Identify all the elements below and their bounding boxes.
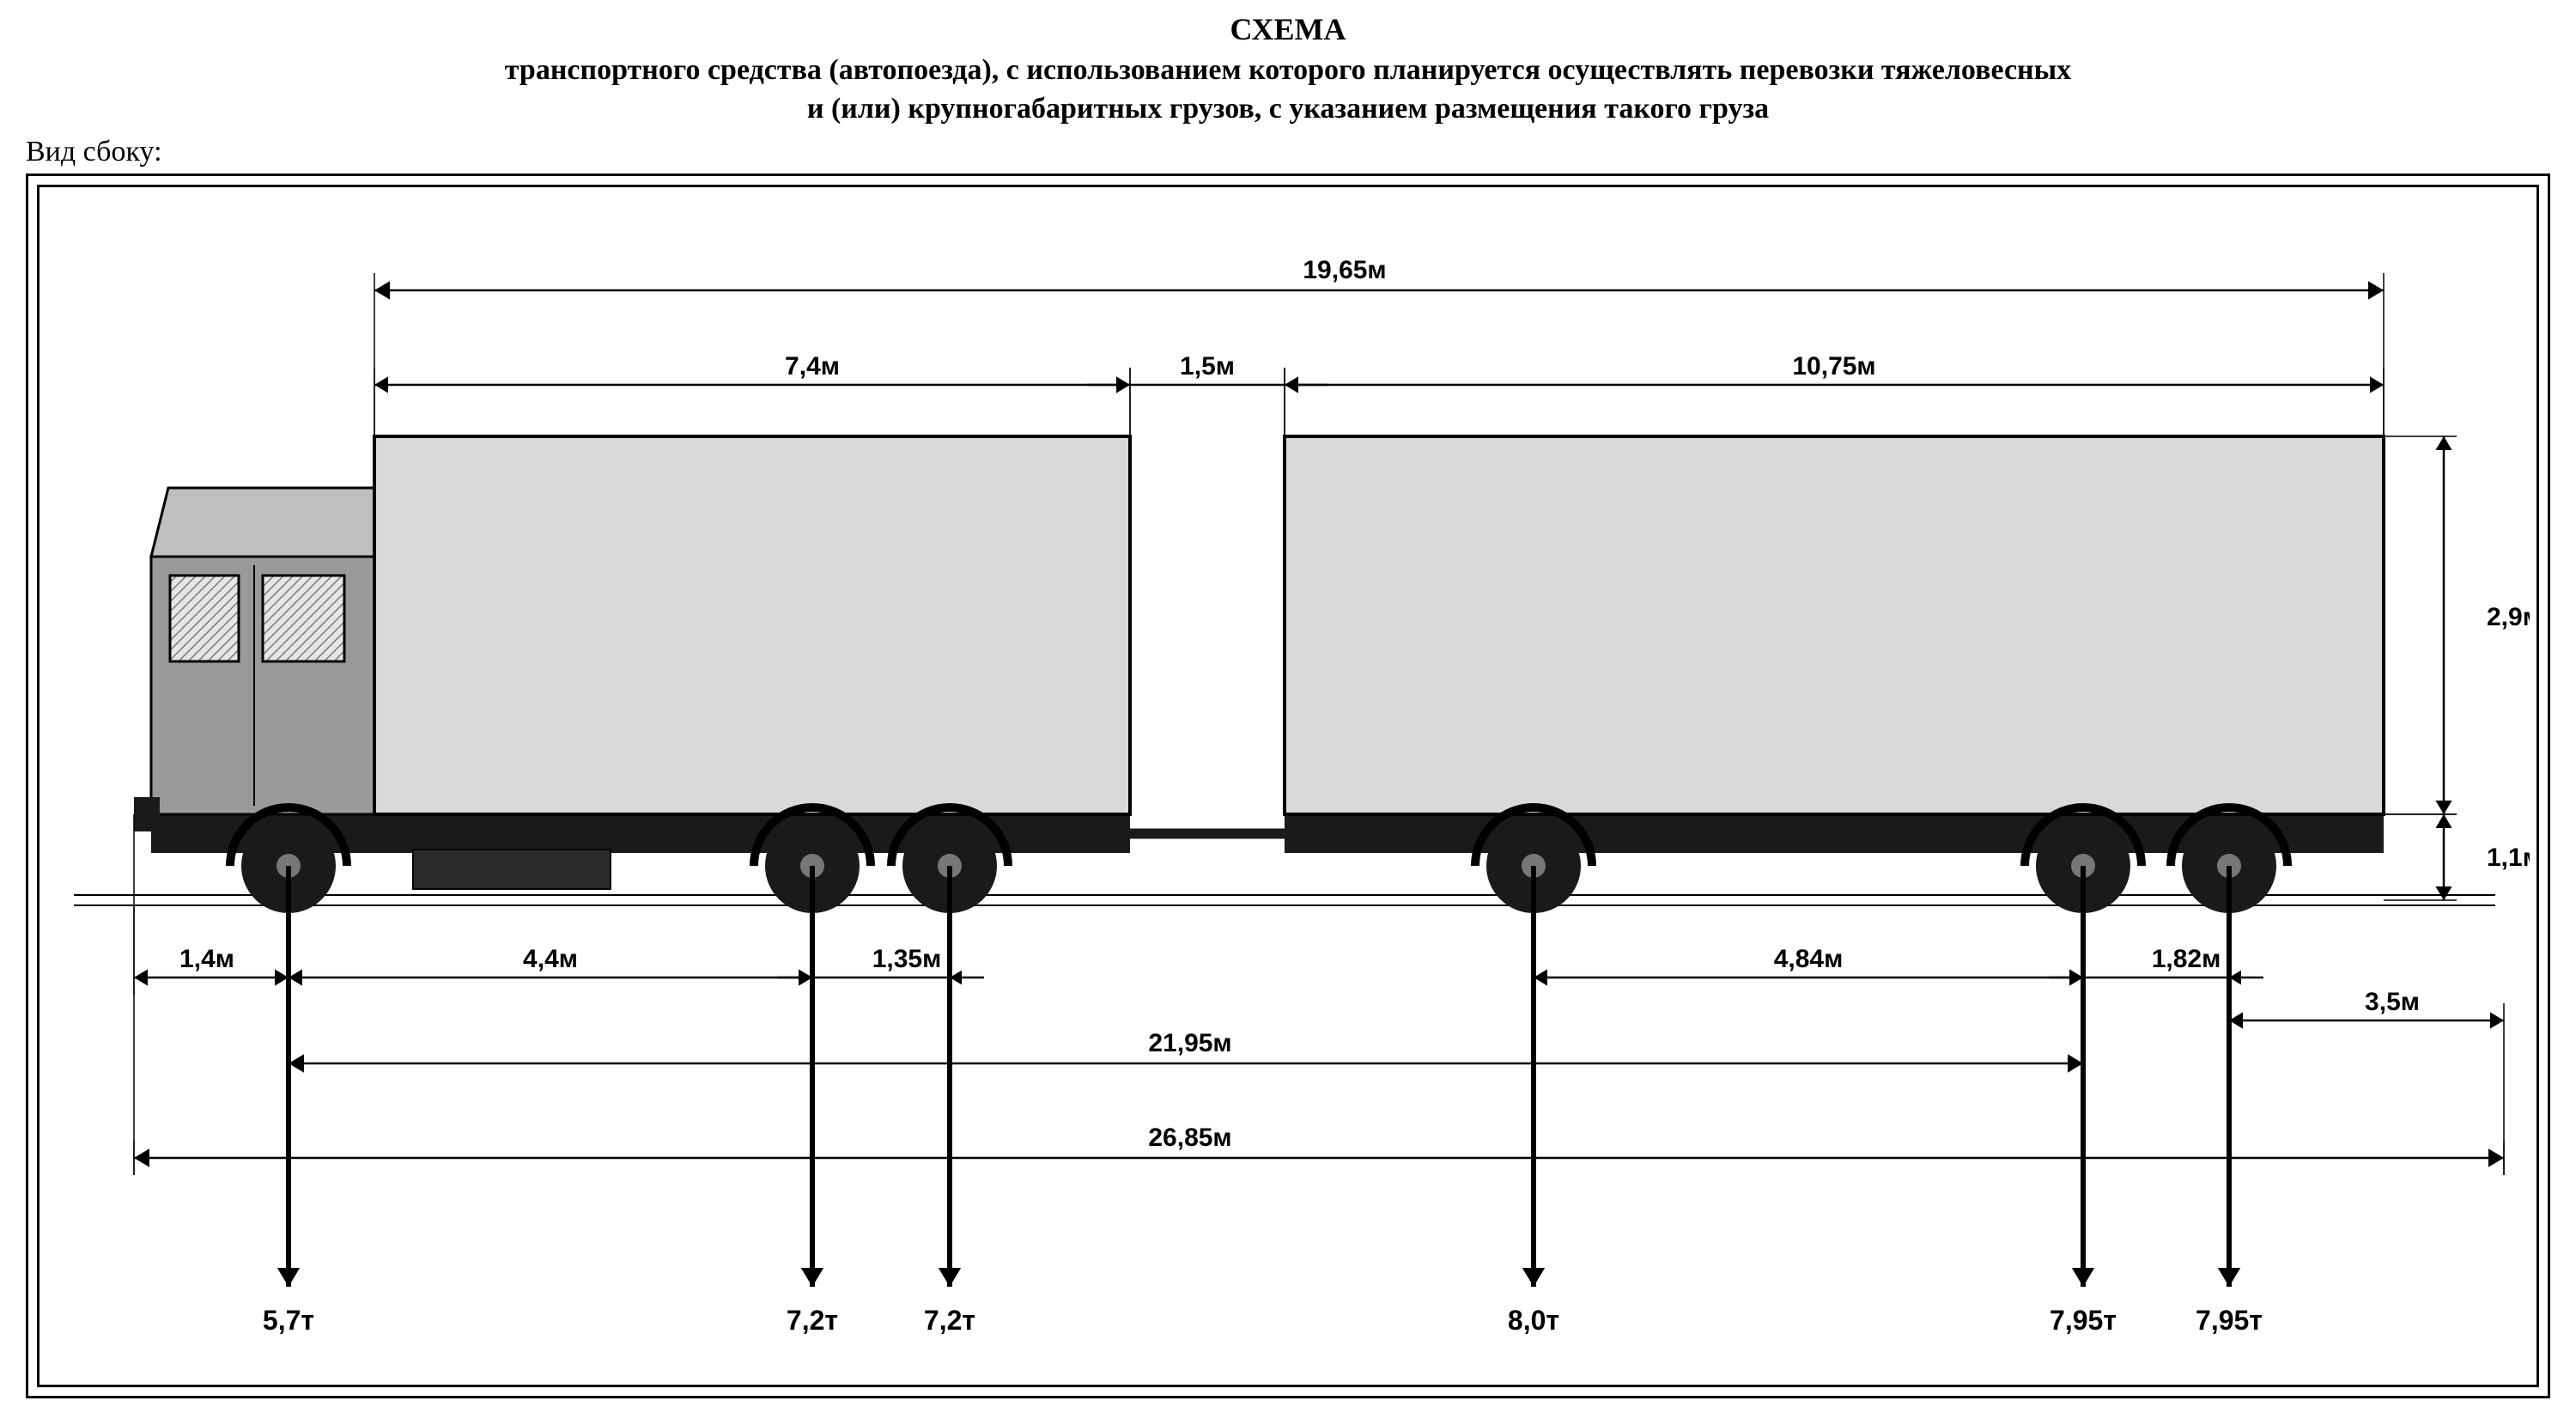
svg-text:7,2т: 7,2т: [924, 1305, 975, 1336]
svg-text:1,5м: 1,5м: [1180, 352, 1235, 381]
svg-text:5,7т: 5,7т: [263, 1305, 314, 1336]
title-line2: и (или) крупногабаритных грузов, с указа…: [0, 89, 2576, 129]
title-line1: транспортного средства (автопоезда), с и…: [0, 51, 2576, 90]
svg-text:26,85м: 26,85м: [1148, 1124, 1231, 1152]
diagram-frame-inner: 19,65м 7,4м 1,5м 10,75м 2,9м 1,1м 1,4м 4,4м 1,35…: [37, 185, 2539, 1387]
svg-text:4,4м: 4,4м: [523, 945, 578, 973]
side-view-label: Вид сбоку:: [26, 136, 2576, 168]
title-main: СХЕМА: [0, 9, 2576, 51]
svg-text:21,95м: 21,95м: [1148, 1029, 1231, 1057]
svg-text:1,82м: 1,82м: [2152, 945, 2221, 973]
svg-text:1,35м: 1,35м: [872, 945, 942, 973]
title-block: СХЕМА транспортного средства (автопоезда…: [0, 9, 2576, 129]
svg-text:1,4м: 1,4м: [179, 945, 234, 973]
svg-text:7,95т: 7,95т: [2196, 1305, 2263, 1336]
svg-text:7,95т: 7,95т: [2050, 1305, 2117, 1336]
svg-text:3,5м: 3,5м: [2365, 988, 2420, 1016]
svg-text:10,75м: 10,75м: [1792, 352, 1875, 381]
truck-diagram: 19,65м 7,4м 1,5м 10,75м 2,9м 1,1м 1,4м 4,4м 1,35…: [39, 187, 2530, 1381]
svg-text:1,1м: 1,1м: [2487, 844, 2530, 872]
svg-text:19,65м: 19,65м: [1303, 256, 1386, 284]
svg-text:7,2т: 7,2т: [787, 1305, 838, 1336]
svg-text:2,9м: 2,9м: [2487, 603, 2530, 631]
svg-text:7,4м: 7,4м: [785, 352, 840, 381]
svg-text:8,0т: 8,0т: [1508, 1305, 1559, 1336]
svg-text:4,84м: 4,84м: [1774, 945, 1844, 973]
diagram-frame-outer: 19,65м 7,4м 1,5м 10,75м 2,9м 1,1м 1,4м 4,4м 1,35…: [26, 174, 2550, 1398]
